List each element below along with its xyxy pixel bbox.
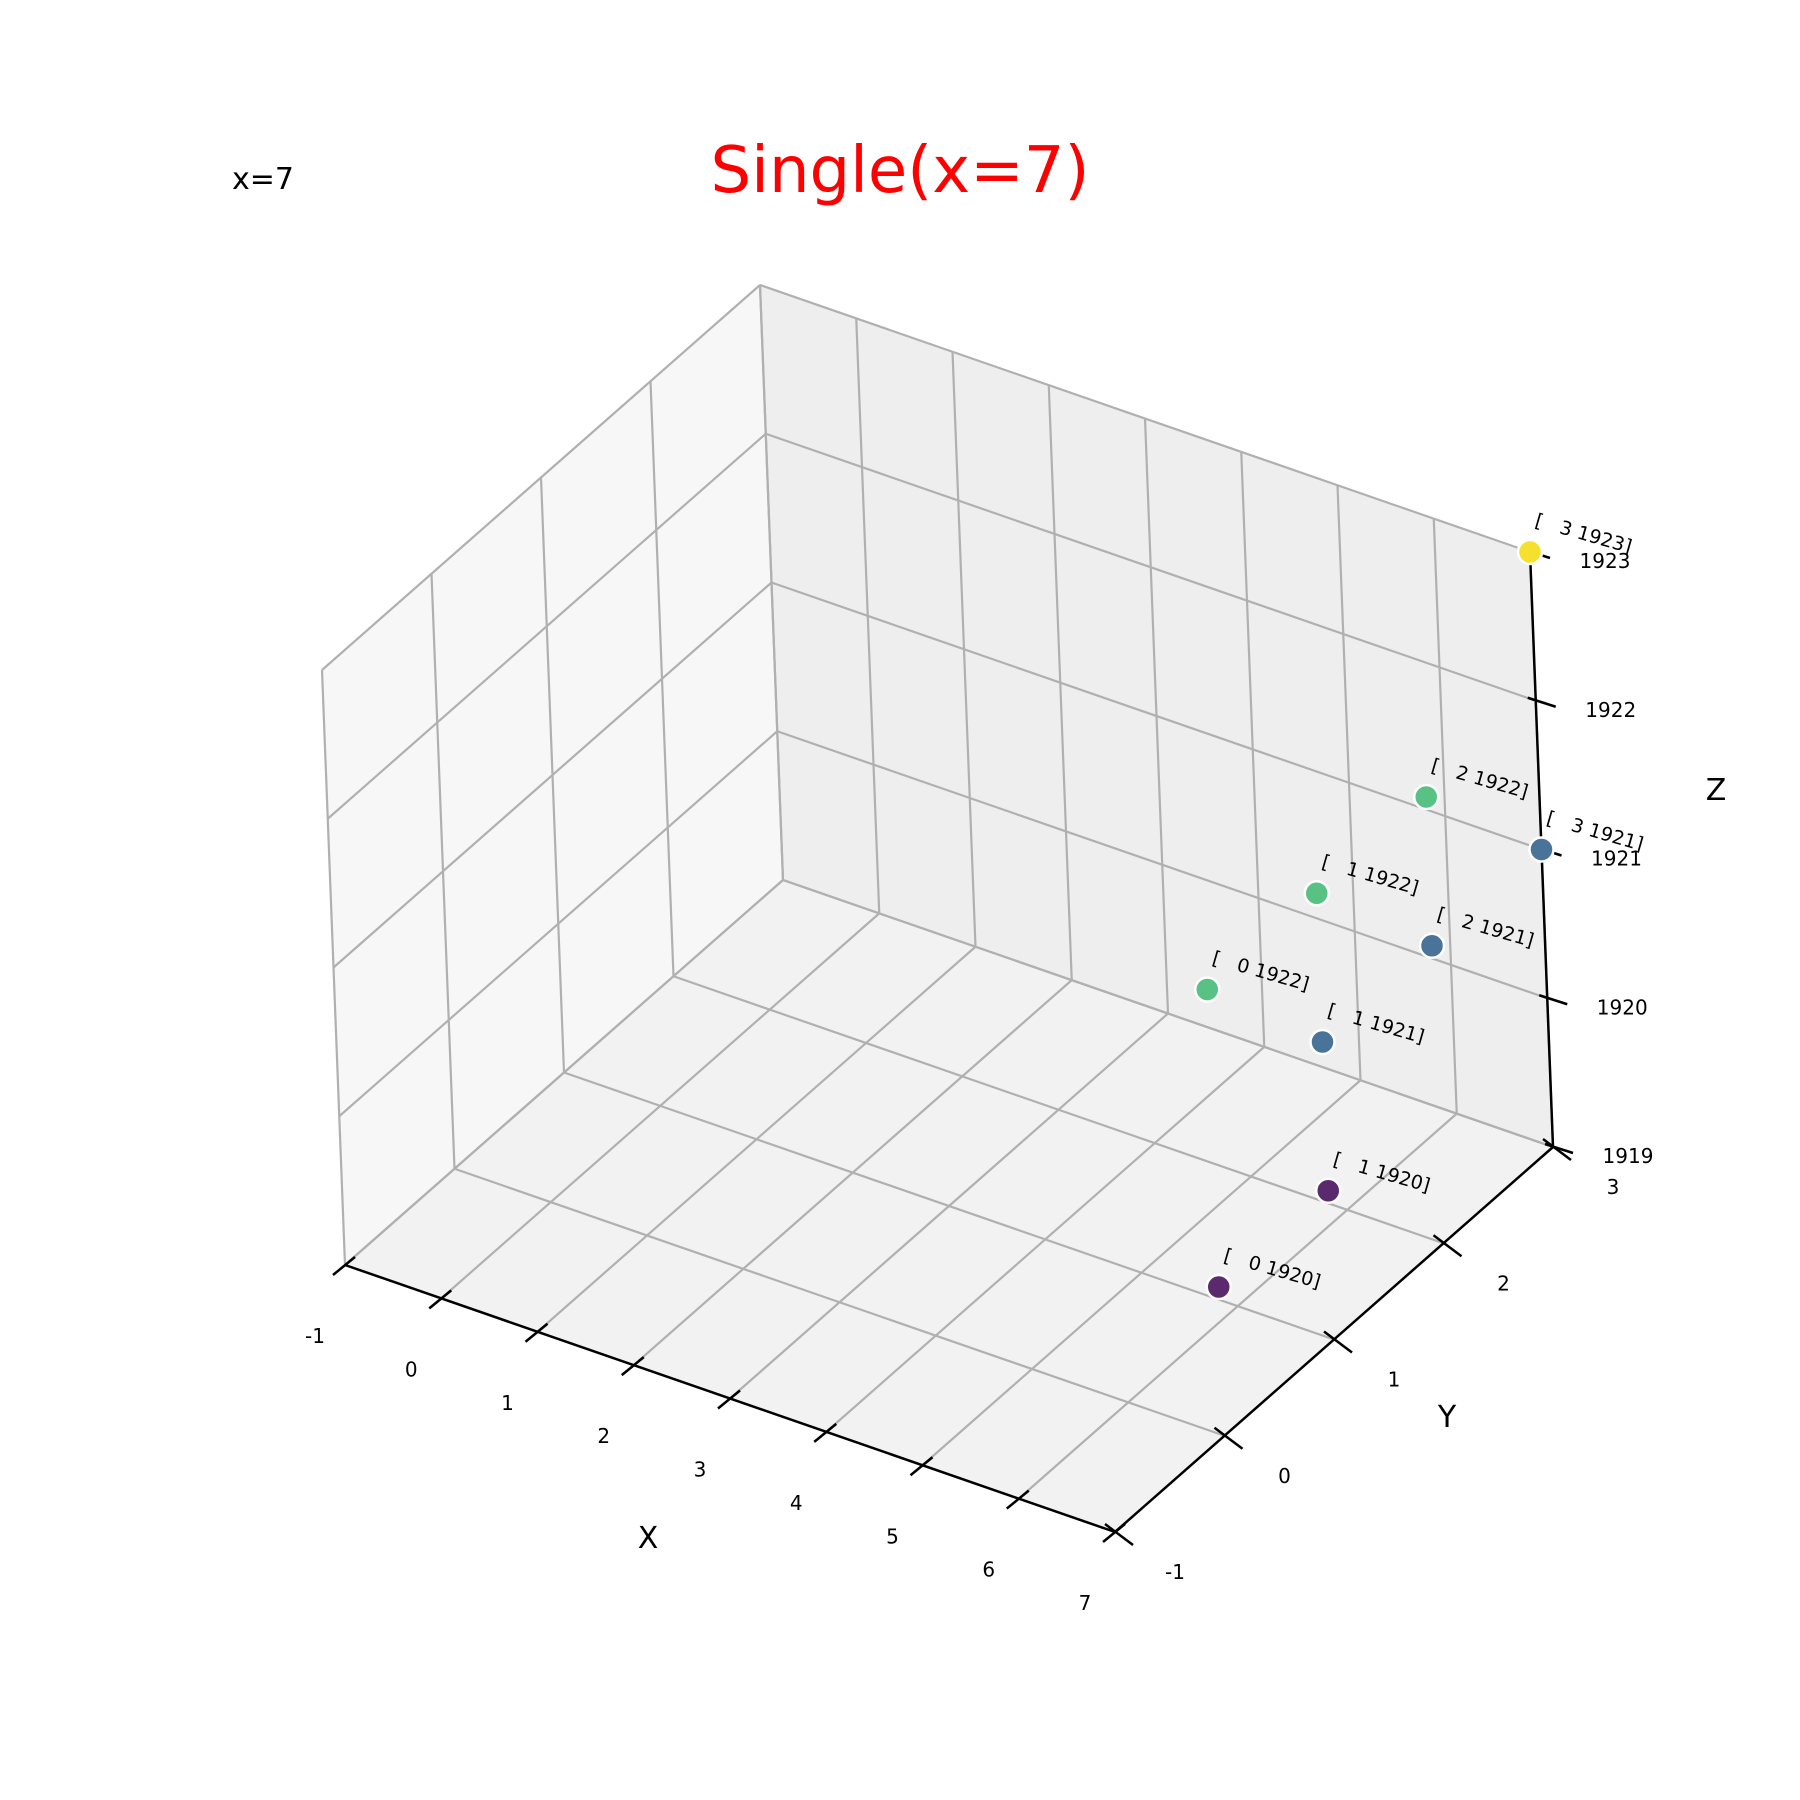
x-tick-label: -1 [305,1324,325,1348]
z-tick [1538,994,1568,1006]
z-gridline [327,432,767,820]
x-tick-label: 4 [790,1491,803,1515]
z-tick [1544,1142,1574,1155]
x-tick [524,1322,549,1343]
data-point [1413,783,1440,811]
y-gridline [563,1071,1335,1341]
y-tick [1323,1330,1353,1354]
x-tick [813,1422,838,1443]
y-tick-label: 3 [1607,1175,1620,1199]
y-axis-label: Y [1437,1400,1457,1435]
z-tick-label: 1920 [1597,995,1648,1019]
z-tick [1527,696,1557,708]
x-tick-label: 5 [886,1524,899,1548]
z-gridline [776,730,1548,1000]
z-gridline [765,432,1537,702]
x-tick [1005,1489,1030,1510]
y-tick-label: -1 [1165,1560,1185,1584]
data-point [1205,1273,1232,1301]
z-tick-label: 1922 [1585,698,1636,722]
x-tick-label: 0 [405,1357,418,1381]
y-gridline [673,975,1444,1245]
y-tick [1432,1234,1463,1258]
x-tick-label: 3 [694,1458,707,1482]
y-tick [1104,1523,1134,1546]
z-gridline [771,581,1542,851]
x-tick [332,1256,356,1276]
x-tick [909,1456,934,1477]
x-axis-label: X [638,1521,659,1556]
x-tick [428,1289,453,1310]
z-gridline [321,284,761,671]
z-gridline [332,581,773,969]
data-point [1528,836,1555,863]
x-tick-label: 6 [982,1558,995,1582]
x-tick [717,1389,741,1410]
x-annotation: x=7 [232,162,294,197]
z-gridline [759,283,1531,554]
y-tick-label: 2 [1497,1271,1510,1295]
x-tick-label: 2 [597,1424,610,1448]
z-tick-label: 1923 [1580,549,1631,573]
data-point [1418,932,1446,959]
data-point [1309,1028,1336,1056]
z-tick-label: 1919 [1603,1144,1654,1168]
x-tick [620,1356,645,1377]
x-tick-label: 1 [501,1391,514,1415]
data-point [1315,1177,1342,1204]
data-point [1303,880,1330,907]
data-point [1194,976,1221,1003]
data-point [1516,538,1544,566]
z-tick-label: 1921 [1591,847,1642,871]
z-gridline [344,879,784,1266]
z-gridline [338,730,778,1118]
z-axis-label: Z [1706,773,1727,808]
y-tick [1542,1138,1572,1161]
y-gridline [454,1167,1225,1437]
y-tick-label: 0 [1278,1464,1291,1488]
y-tick [1213,1426,1244,1450]
chart-title: Single(x=7) [710,134,1090,208]
y-tick-label: 1 [1388,1368,1401,1392]
x-tick-label: 7 [1079,1591,1092,1615]
z-gridline [782,878,1554,1149]
